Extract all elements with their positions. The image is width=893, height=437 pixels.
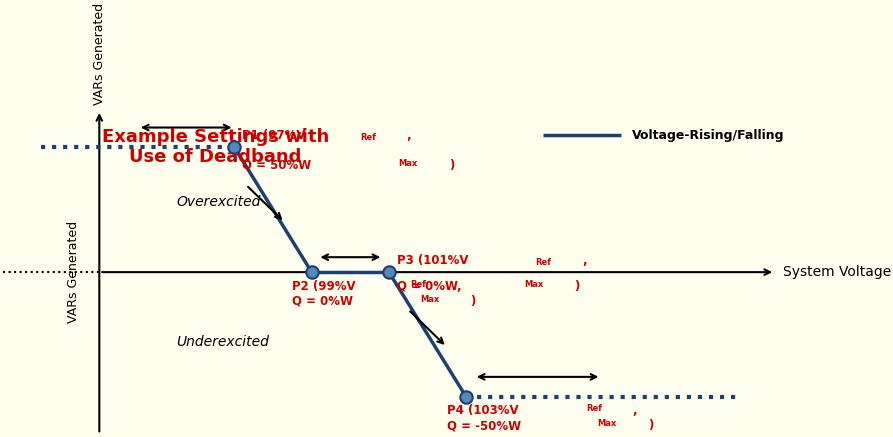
- Text: Overexcited: Overexcited: [177, 195, 261, 209]
- Text: P3 (101%V: P3 (101%V: [396, 254, 468, 267]
- Text: Q = 50%W: Q = 50%W: [242, 159, 312, 172]
- Point: [382, 269, 396, 276]
- Text: P1 (97%V: P1 (97%V: [242, 129, 305, 142]
- Text: Q = 0%W: Q = 0%W: [396, 280, 457, 293]
- Text: ,: ,: [406, 129, 411, 142]
- Text: Max: Max: [398, 159, 418, 168]
- Text: Ref: Ref: [536, 258, 552, 267]
- Text: ): ): [647, 419, 653, 432]
- Text: Ref: Ref: [360, 133, 376, 142]
- Text: Example Settings with
Use of Deadband: Example Settings with Use of Deadband: [102, 128, 329, 166]
- Text: System Voltage: System Voltage: [783, 265, 891, 279]
- Text: Max: Max: [420, 295, 439, 304]
- Text: VARs Generated: VARs Generated: [93, 3, 105, 105]
- Text: ): ): [470, 295, 475, 308]
- Text: Underexcited: Underexcited: [177, 335, 270, 349]
- Point: [228, 144, 242, 151]
- Text: ,: ,: [632, 404, 637, 417]
- Text: VARs Generated: VARs Generated: [67, 221, 80, 323]
- Text: ): ): [449, 159, 455, 172]
- Text: P2 (99%V: P2 (99%V: [292, 280, 356, 293]
- Text: P4 (103%V: P4 (103%V: [446, 404, 519, 417]
- Text: Q = 0%W: Q = 0%W: [292, 295, 354, 308]
- Text: ,: ,: [456, 280, 461, 293]
- Text: Max: Max: [597, 419, 617, 428]
- Text: Voltage-Rising/Falling: Voltage-Rising/Falling: [632, 128, 785, 142]
- Text: Ref: Ref: [586, 404, 602, 413]
- Text: Ref: Ref: [410, 280, 426, 288]
- Text: Max: Max: [524, 280, 543, 288]
- Text: ,: ,: [582, 254, 587, 267]
- Text: Q = -50%W: Q = -50%W: [446, 419, 521, 432]
- Point: [459, 393, 473, 400]
- Point: [305, 269, 319, 276]
- Text: ): ): [574, 280, 580, 293]
